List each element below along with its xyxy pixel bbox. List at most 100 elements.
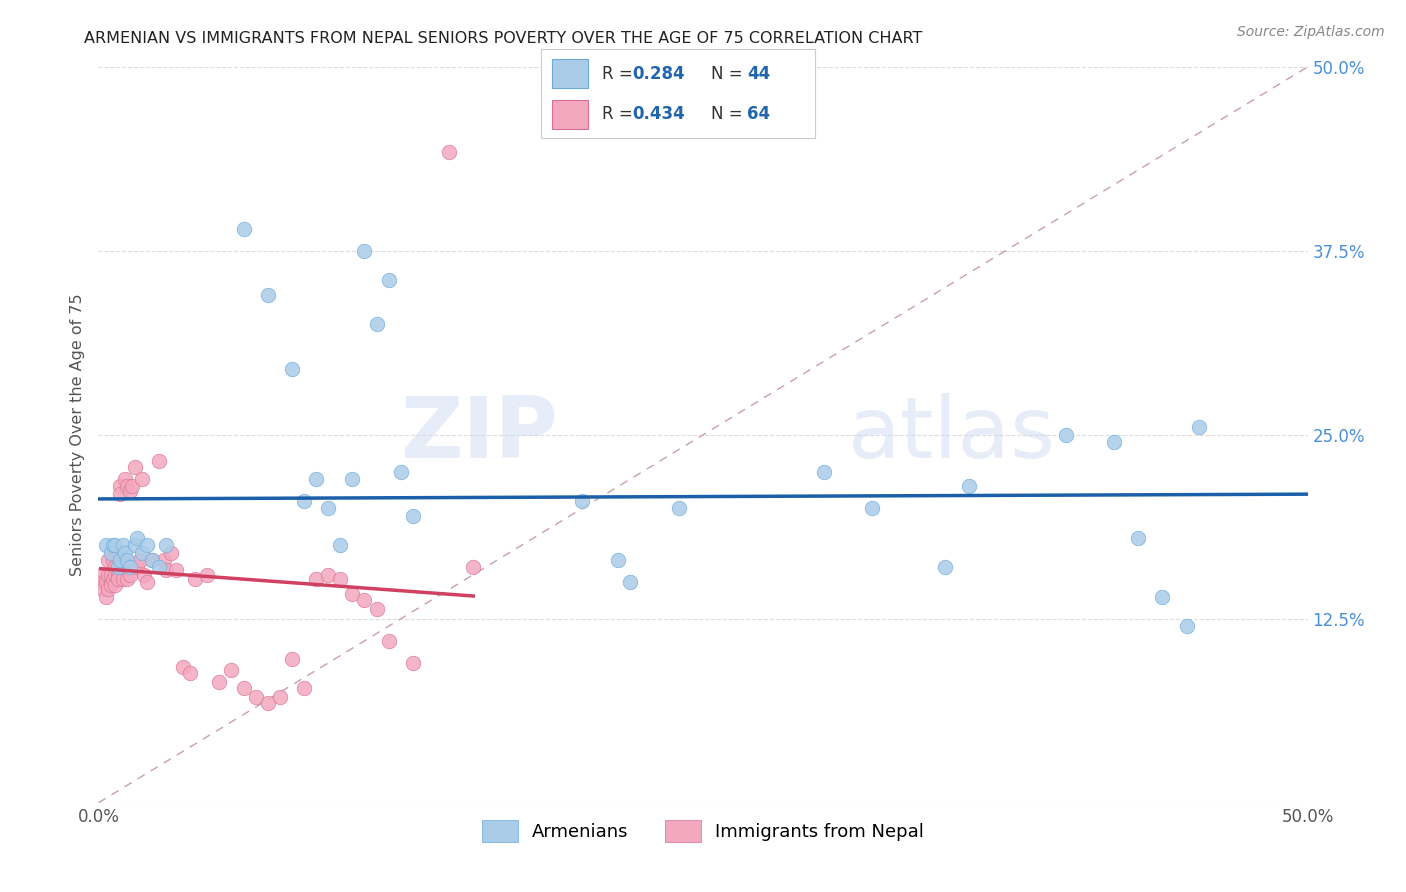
- Point: [101, 572, 124, 586]
- Point: [463, 560, 485, 574]
- Text: ZIP: ZIP: [401, 393, 558, 476]
- Point: [232, 222, 254, 236]
- Text: atlas: atlas: [848, 393, 1056, 476]
- Point: [377, 633, 399, 648]
- Legend: Armenians, Immigrants from Nepal: Armenians, Immigrants from Nepal: [474, 813, 932, 849]
- Point: [366, 601, 388, 615]
- Point: [118, 483, 141, 498]
- Point: [342, 472, 364, 486]
- Point: [97, 567, 120, 582]
- Point: [256, 288, 278, 302]
- Point: [305, 472, 328, 486]
- Point: [141, 553, 163, 567]
- Point: [107, 560, 129, 574]
- Point: [172, 660, 194, 674]
- Point: [329, 572, 352, 586]
- Point: [127, 531, 149, 545]
- Point: [108, 553, 131, 567]
- Text: N =: N =: [711, 64, 748, 83]
- Point: [104, 578, 127, 592]
- Point: [114, 553, 136, 567]
- Point: [256, 696, 278, 710]
- Point: [155, 563, 177, 577]
- Point: [292, 681, 315, 695]
- Point: [1152, 590, 1174, 604]
- Point: [148, 560, 170, 574]
- Point: [281, 651, 304, 665]
- Point: [118, 560, 141, 574]
- Point: [97, 582, 120, 597]
- Point: [94, 575, 117, 590]
- Point: [104, 538, 127, 552]
- Text: R =: R =: [602, 64, 638, 83]
- Point: [316, 501, 339, 516]
- Point: [111, 560, 134, 574]
- Point: [377, 273, 399, 287]
- Text: N =: N =: [711, 104, 748, 123]
- Point: [402, 508, 425, 523]
- Point: [101, 538, 124, 552]
- Point: [100, 575, 122, 590]
- Point: [668, 501, 690, 516]
- Point: [437, 145, 460, 160]
- Point: [124, 538, 146, 552]
- Point: [366, 318, 388, 332]
- Point: [101, 553, 124, 567]
- Point: [114, 472, 136, 486]
- Point: [571, 494, 593, 508]
- Point: [160, 545, 183, 560]
- FancyBboxPatch shape: [553, 59, 588, 88]
- Point: [117, 572, 139, 586]
- Point: [107, 572, 129, 586]
- Point: [402, 656, 425, 670]
- Point: [305, 572, 328, 586]
- Point: [118, 567, 141, 582]
- Point: [100, 545, 122, 560]
- Point: [281, 361, 304, 376]
- Point: [184, 572, 207, 586]
- Text: Source: ZipAtlas.com: Source: ZipAtlas.com: [1237, 25, 1385, 39]
- Point: [152, 553, 174, 567]
- Point: [104, 567, 127, 582]
- Point: [1102, 435, 1125, 450]
- Point: [100, 567, 122, 582]
- Point: [124, 460, 146, 475]
- Point: [316, 567, 339, 582]
- Point: [108, 479, 131, 493]
- Text: ARMENIAN VS IMMIGRANTS FROM NEPAL SENIORS POVERTY OVER THE AGE OF 75 CORRELATION: ARMENIAN VS IMMIGRANTS FROM NEPAL SENIOR…: [84, 31, 922, 46]
- Point: [342, 587, 364, 601]
- Point: [121, 479, 143, 493]
- Point: [131, 545, 153, 560]
- Point: [111, 538, 134, 552]
- Point: [860, 501, 883, 516]
- Point: [1175, 619, 1198, 633]
- Point: [934, 560, 956, 574]
- Point: [90, 567, 112, 582]
- Point: [195, 567, 218, 582]
- Point: [607, 553, 630, 567]
- Point: [221, 664, 243, 678]
- Text: 44: 44: [747, 64, 770, 83]
- Point: [128, 553, 150, 567]
- Text: 0.284: 0.284: [631, 64, 685, 83]
- Point: [957, 479, 980, 493]
- Point: [208, 675, 231, 690]
- Point: [117, 479, 139, 493]
- FancyBboxPatch shape: [553, 100, 588, 129]
- Point: [117, 553, 139, 567]
- Point: [292, 494, 315, 508]
- Point: [329, 538, 352, 552]
- Point: [94, 590, 117, 604]
- Point: [1128, 531, 1150, 545]
- Text: 0.434: 0.434: [631, 104, 685, 123]
- Point: [245, 690, 267, 704]
- Point: [108, 487, 131, 501]
- Point: [100, 578, 122, 592]
- Point: [134, 567, 156, 582]
- Point: [269, 690, 291, 704]
- Text: 64: 64: [747, 104, 770, 123]
- Point: [107, 567, 129, 582]
- Point: [91, 582, 114, 597]
- Point: [97, 553, 120, 567]
- Point: [94, 538, 117, 552]
